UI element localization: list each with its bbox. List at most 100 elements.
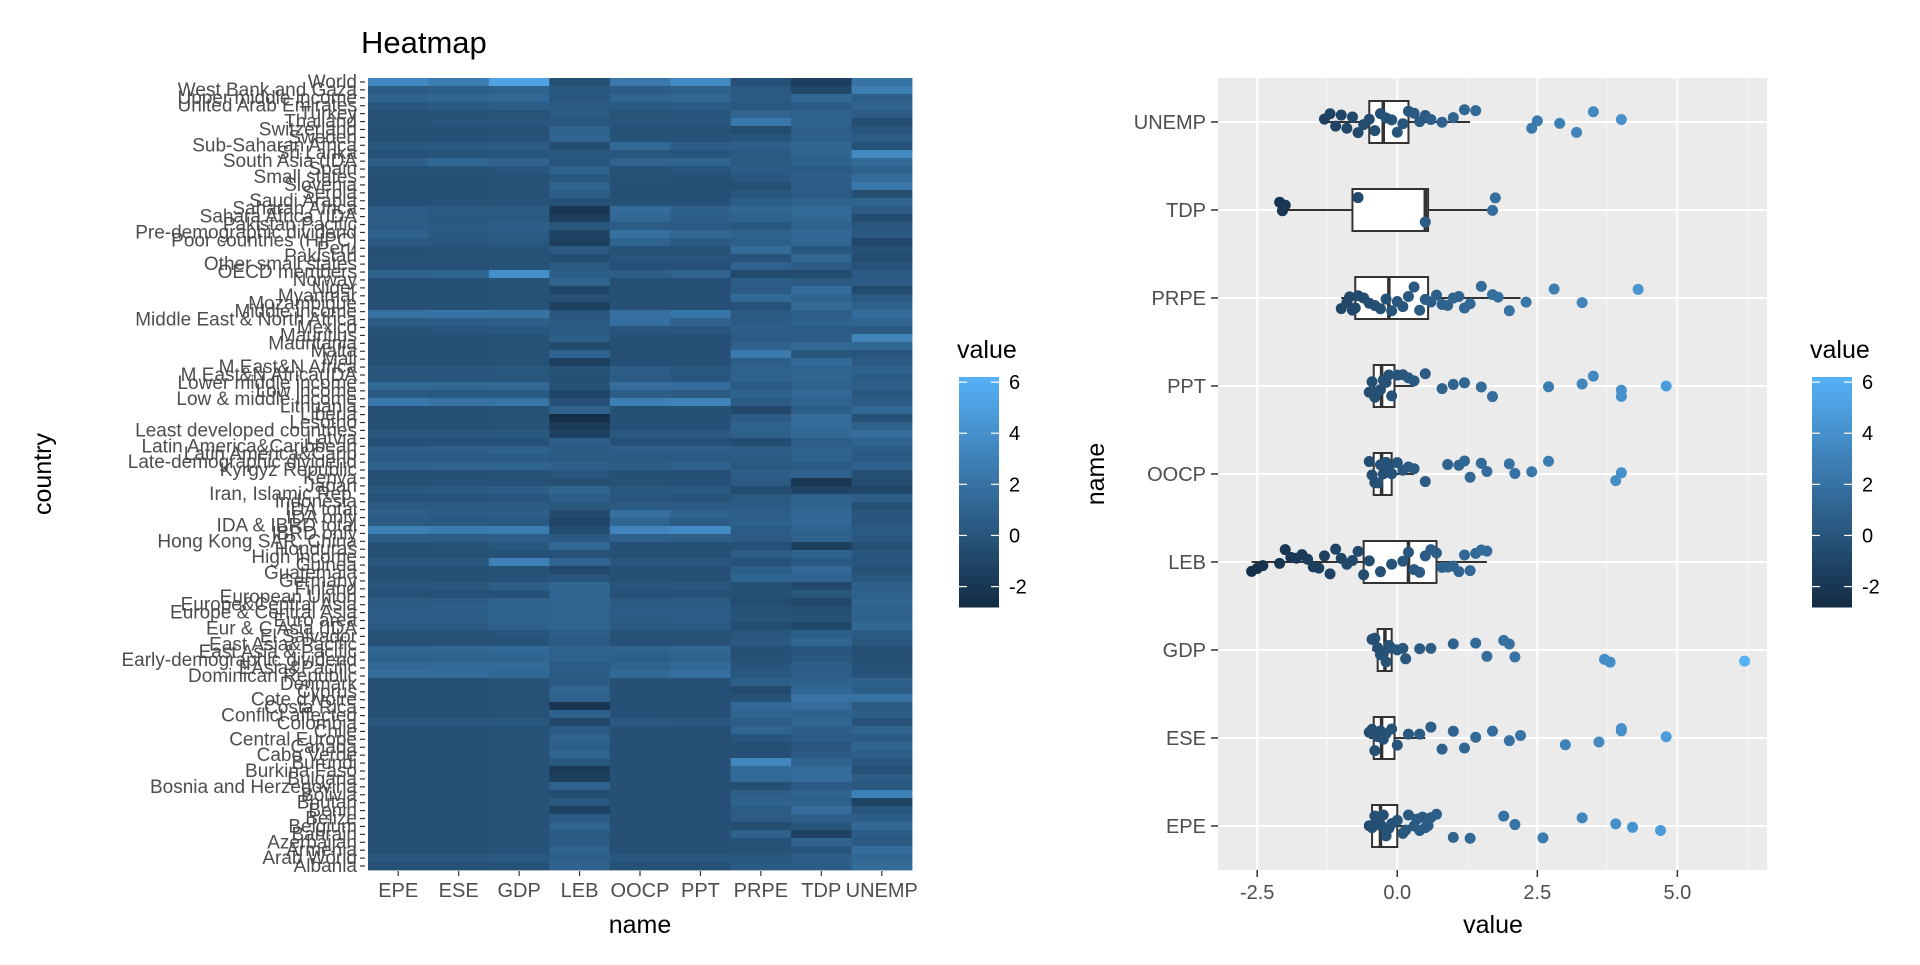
heatmap-cell [428,630,490,639]
heatmap-cell [488,310,550,319]
heatmap-y-tick-label: Central Europe [229,729,357,750]
heatmap-y-tick-label: Germany [279,571,358,592]
heatmap-cell [851,334,913,343]
heatmap-cell [488,454,550,463]
heatmap-cell [791,110,852,119]
heatmap-cell [670,718,732,727]
heatmap-cell [791,750,852,759]
heatmap-cell [549,766,611,775]
jitter-point [1447,725,1459,737]
heatmap-cell [549,398,611,407]
heatmap-cell [851,254,913,263]
heatmap-cell [428,294,490,303]
heatmap-cell [851,542,913,551]
heatmap-cell [368,558,429,567]
heatmap-y-tick-label: Bolivia [301,785,357,806]
heatmap-cell [670,790,732,799]
jitter-point [1503,305,1515,317]
heatmap-y-tick-label: Chile [314,721,357,742]
heatmap-cell [368,614,429,623]
jitter-point [1386,723,1398,735]
heatmap-cell [488,742,550,751]
heatmap-y-tick-label: IDA & IBRD total [217,515,357,536]
jitter-point [1391,457,1403,469]
heatmap-y-tick-label: Albania [294,856,358,877]
colorbar-segment [1812,488,1852,493]
colorbar-segment [1812,434,1852,439]
heatmap-cell [851,670,913,679]
heatmap-cell [791,798,852,807]
heatmap-cell [549,270,611,279]
heatmap-cell [609,294,671,303]
colorbar-segment [959,442,999,447]
heatmap-cell [851,694,913,703]
colorbar-segment [1812,453,1852,458]
heatmap-cell [730,454,792,463]
heatmap-cell [368,350,429,359]
colorbar-segment [959,599,999,604]
colorbar-segment [1812,553,1852,558]
boxplot-legend-title: value [1810,336,1870,364]
jitter-point [1632,283,1644,295]
heatmap-cell [851,638,913,647]
colorbar-segment [1812,541,1852,547]
heatmap-cell [851,550,913,559]
heatmap-cell [428,478,490,487]
heatmap-y-tick-label: Mali [322,349,357,370]
heatmap-cell [549,670,611,679]
heatmap-cell [791,94,852,103]
heatmap-cell [791,262,852,271]
heatmap-cell [549,286,611,295]
heatmap-x-tick-labels: EPE ESE GDP LEB OOCP PPT PRPE TDP UNEMP [378,871,918,902]
heatmap-cell [670,510,732,519]
jitter-point [1660,731,1672,743]
heatmap-cell [670,646,732,655]
heatmap-cell [368,574,429,583]
heatmap-cell [730,142,792,151]
heatmap-cell [428,166,490,175]
heatmap-cell [488,830,550,839]
heatmap-cell [791,494,852,503]
heatmap-cell [730,238,792,247]
heatmap-cell [851,150,913,159]
heatmap-cell [851,318,913,327]
colorbar-segment [1812,388,1852,393]
heatmap-x-tick-label: GDP [497,880,540,902]
heatmap-y-tick-label: Burkina Faso [245,761,357,782]
heatmap-cell [730,174,792,183]
heatmap-y-tick-label: Japan [305,476,357,497]
jitter-point [1386,558,1398,570]
heatmap-cell [670,286,732,295]
heatmap-cell [791,398,852,407]
heatmap-cell [428,118,490,127]
colorbar-segment [959,415,999,420]
heatmap-cell [549,750,611,759]
colorbar-segment [959,549,999,554]
heatmap-cell [670,518,732,527]
heatmap-cell [851,838,913,847]
colorbar-segment [1812,461,1852,466]
jitter-point [1615,114,1627,126]
heatmap-cell [368,318,429,327]
heatmap-y-tick-label: Pre-demographic dividend [135,222,357,243]
heatmap-y-tick-label: Sub-Saharan Africa [192,135,357,156]
heatmap-cell [609,758,671,767]
heatmap-cell [851,342,913,351]
heatmap-cell [549,622,611,631]
boxplot-y-tick-label: LEB [1168,552,1206,574]
colorbar-segment [959,384,999,389]
heatmap-cell [670,134,732,143]
heatmap-cell [488,862,550,871]
heatmap-cell [609,534,671,543]
heatmap-cell [428,374,490,383]
heatmap-cell [791,598,852,607]
colorbar-segment [959,392,999,397]
jitter-point [1402,546,1414,558]
heatmap-cell [670,854,732,863]
colorbar-segment [1812,426,1852,432]
heatmap-cell [730,334,792,343]
heatmap-cell [851,102,913,111]
jitter-point [1380,293,1392,305]
heatmap-cell [609,814,671,823]
heatmap-cell [428,750,490,759]
